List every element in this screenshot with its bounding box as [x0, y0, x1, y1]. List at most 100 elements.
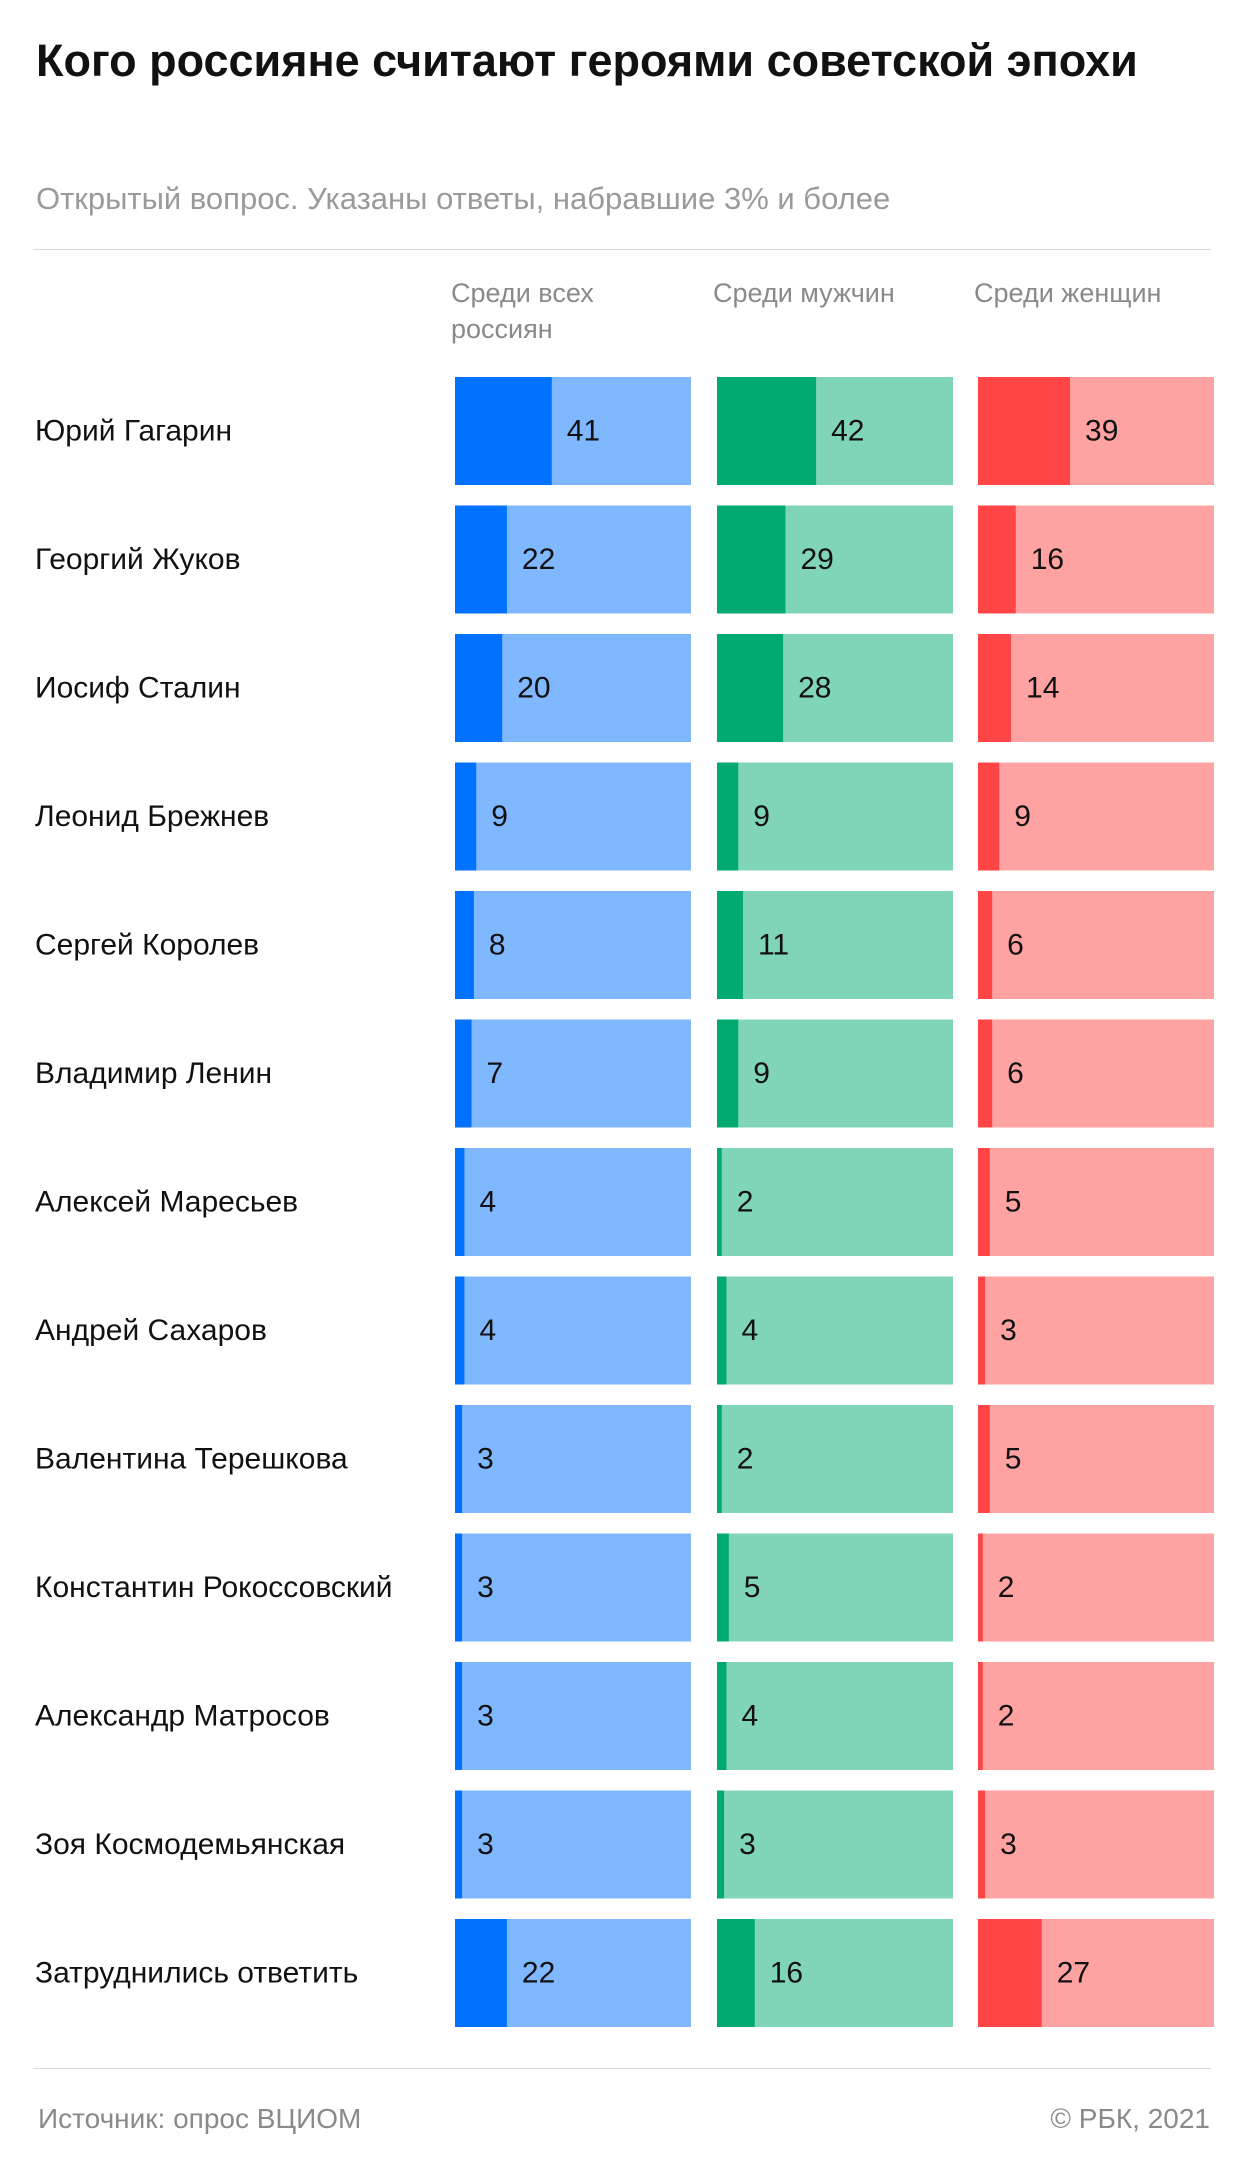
bar-track: [978, 634, 1214, 742]
bar-value: [978, 1790, 986, 1899]
bar-value: [978, 1919, 1042, 2027]
bar-value: [455, 1405, 463, 1513]
data-label: 4: [479, 1314, 496, 1347]
data-label: 16: [1031, 543, 1064, 576]
data-label: 14: [1026, 672, 1059, 705]
bar-track: [455, 1148, 691, 1256]
data-label: 3: [1000, 1314, 1017, 1347]
bar-value: [978, 505, 1016, 614]
data-label: 7: [487, 1057, 504, 1090]
bar-track: [978, 1148, 1214, 1256]
data-label: 9: [491, 800, 508, 833]
source-note: Источник: опрос ВЦИОМ: [38, 2103, 362, 2134]
bar-value: [717, 1533, 729, 1642]
bar-track: [717, 762, 953, 871]
bar-value: [717, 762, 739, 871]
data-label: 6: [1007, 1057, 1024, 1090]
bar-value: [455, 634, 503, 742]
chart-title: Кого россияне считают героями советской …: [36, 35, 1138, 86]
bar-value: [717, 1790, 725, 1899]
bar-track: [455, 1019, 691, 1128]
bar-value: [978, 1662, 983, 1770]
data-label: 22: [522, 543, 555, 576]
bar-value: [455, 505, 507, 614]
bar-value: [455, 891, 474, 999]
bar-track: [978, 1405, 1214, 1513]
chart-subtitle: Открытый вопрос. Указаны ответы, набравш…: [36, 181, 891, 216]
bar-track: [717, 1405, 953, 1513]
bar-value: [455, 1919, 507, 2027]
bar-track: [455, 891, 691, 999]
bar-value: [455, 1276, 465, 1385]
row-label: Леонид Брежнев: [35, 800, 269, 833]
bar-track: [717, 1533, 953, 1642]
row-label: Затруднились ответить: [35, 1957, 358, 1990]
row-labels: Юрий Гагарин Георгий Жуков Иосиф Сталин Лео…: [35, 415, 393, 1990]
bar-track: [717, 1790, 953, 1899]
data-label: 2: [737, 1186, 754, 1219]
bar-track: [717, 891, 953, 999]
bar-value: [717, 1405, 722, 1513]
bar-track: [717, 1148, 953, 1256]
bar-value: [978, 1276, 986, 1385]
bar-track: [455, 1533, 691, 1642]
bar-value: [978, 1533, 983, 1642]
bar-value: [978, 377, 1071, 485]
data-label: 5: [1005, 1443, 1022, 1476]
bar-track: [978, 891, 1214, 999]
top-divider: [33, 249, 1211, 250]
bar-value: [717, 1662, 727, 1770]
data-label: 3: [1000, 1828, 1017, 1861]
bar-track: [455, 1790, 691, 1899]
bar-track: [717, 1919, 953, 2027]
bar-track: [978, 1019, 1214, 1128]
data-label: 4: [741, 1700, 758, 1733]
bar-track: [455, 1276, 691, 1385]
data-label: 5: [1005, 1186, 1022, 1219]
row-label: Алексей Маресьев: [35, 1186, 298, 1219]
data-label: 27: [1057, 1957, 1090, 1990]
bar-value: [455, 1148, 465, 1256]
bar-value: [455, 1533, 463, 1642]
row-label: Зоя Космодемьянская: [35, 1828, 345, 1861]
data-label: 9: [753, 800, 770, 833]
bar-chart: Среди всех россиян Среди мужчин Среди женщи…: [35, 278, 1214, 2027]
bar-value: [455, 1019, 472, 1128]
bar-track: [978, 1276, 1214, 1385]
bar-track: [717, 1019, 953, 1128]
column-header: Среди мужчин: [713, 278, 895, 308]
bar-value: [717, 634, 784, 742]
data-label: 39: [1085, 415, 1118, 448]
data-label: 42: [831, 415, 864, 448]
data-label: 16: [770, 1957, 803, 1990]
row-label: Юрий Гагарин: [35, 415, 232, 448]
data-label: 41: [567, 415, 600, 448]
data-label: 9: [753, 1057, 770, 1090]
bar-value: [455, 762, 477, 871]
data-label: 2: [737, 1443, 754, 1476]
column-headers: Среди всех россиян Среди мужчин Среди женщи…: [451, 278, 1161, 344]
data-label: 3: [477, 1700, 494, 1733]
bar-value: [717, 1019, 739, 1128]
row-label: Александр Матросов: [35, 1700, 330, 1733]
row-label: Иосиф Сталин: [35, 672, 241, 705]
data-label: 4: [741, 1314, 758, 1347]
data-label: 3: [477, 1571, 494, 1604]
bar-track: [455, 762, 691, 871]
bar-value: [978, 762, 1000, 871]
data-label: 29: [800, 543, 833, 576]
bar-value: [717, 1148, 722, 1256]
bar-value: [978, 1148, 990, 1256]
row-label: Владимир Ленин: [35, 1057, 272, 1090]
bar-track: [455, 1662, 691, 1770]
data-label: 9: [1014, 800, 1031, 833]
bar-track: [978, 1790, 1214, 1899]
row-label: Сергей Королев: [35, 929, 259, 962]
column-header: Среди женщин: [974, 278, 1161, 308]
data-label: 3: [739, 1828, 756, 1861]
bar-track: [455, 1405, 691, 1513]
bar-value: [455, 377, 552, 485]
bar-value: [717, 377, 817, 485]
data-label: 4: [479, 1186, 496, 1219]
